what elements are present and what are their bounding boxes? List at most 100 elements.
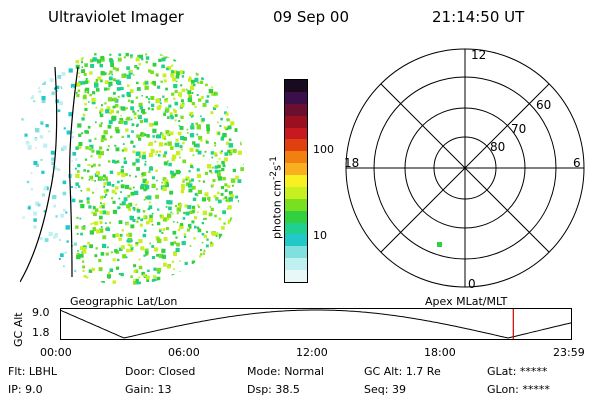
emission-pixel bbox=[155, 153, 157, 156]
emission-pixel bbox=[189, 180, 192, 183]
emission-pixel bbox=[127, 99, 131, 102]
emission-pixel bbox=[142, 151, 146, 155]
emission-pixel bbox=[248, 221, 251, 224]
emission-pixel bbox=[49, 57, 52, 60]
emission-pixel bbox=[215, 59, 217, 62]
emission-pixel bbox=[54, 273, 58, 277]
emission-pixel bbox=[88, 269, 93, 273]
emission-pixel bbox=[114, 127, 119, 131]
emission-pixel bbox=[175, 80, 178, 83]
emission-pixel bbox=[108, 76, 113, 81]
emission-pixel bbox=[133, 281, 138, 285]
status-ip: IP: 9.0 bbox=[8, 383, 43, 396]
emission-pixel bbox=[80, 246, 84, 250]
emission-pixel bbox=[231, 220, 236, 225]
emission-pixel bbox=[39, 135, 44, 139]
emission-pixel bbox=[103, 72, 107, 76]
emission-pixel bbox=[217, 284, 222, 285]
emission-pixel bbox=[215, 265, 220, 270]
emission-pixel bbox=[224, 286, 228, 290]
emission-pixel bbox=[235, 175, 239, 180]
emission-pixel bbox=[126, 91, 131, 96]
emission-pixel bbox=[112, 209, 117, 214]
emission-pixel bbox=[114, 79, 117, 82]
emission-pixel bbox=[149, 214, 153, 219]
emission-pixel bbox=[212, 93, 215, 96]
emission-pixel bbox=[57, 168, 61, 171]
emission-pixel bbox=[66, 240, 69, 243]
emission-pixel bbox=[200, 115, 202, 117]
emission-pixel bbox=[136, 281, 141, 285]
status-mode: Mode: Normal bbox=[247, 365, 324, 378]
emission-pixel bbox=[172, 230, 177, 235]
emission-pixel bbox=[218, 169, 221, 172]
emission-pixel bbox=[75, 182, 79, 186]
emission-pixel bbox=[202, 180, 205, 183]
emission-pixel bbox=[143, 216, 146, 219]
emission-pixel bbox=[218, 73, 221, 76]
emission-pixel bbox=[125, 256, 128, 259]
emission-pixel bbox=[154, 282, 158, 285]
emission-pixel bbox=[212, 63, 217, 67]
emission-pixel bbox=[129, 244, 133, 248]
emission-pixel bbox=[103, 195, 106, 198]
emission-pixel bbox=[121, 135, 124, 138]
emission-pixel bbox=[112, 289, 115, 292]
emission-pixel bbox=[229, 194, 234, 199]
emission-pixel bbox=[183, 233, 187, 236]
emission-pixel bbox=[185, 178, 188, 181]
emission-pixel bbox=[228, 226, 231, 229]
emission-pixel bbox=[143, 133, 147, 137]
emission-pixel bbox=[104, 102, 107, 105]
colorbar-segment bbox=[285, 246, 307, 259]
emission-pixel bbox=[143, 198, 146, 201]
emission-pixel bbox=[243, 288, 246, 291]
emission-pixel bbox=[112, 105, 115, 109]
emission-pixel bbox=[76, 82, 81, 87]
emission-pixel bbox=[228, 143, 234, 148]
emission-pixel bbox=[126, 233, 130, 237]
emission-pixel bbox=[208, 267, 211, 271]
emission-pixel bbox=[210, 172, 213, 174]
emission-pixel bbox=[236, 114, 241, 119]
emission-pixel bbox=[137, 207, 139, 210]
emission-pixel bbox=[225, 127, 228, 131]
emission-pixel bbox=[148, 100, 150, 103]
emission-pixel bbox=[212, 270, 214, 273]
emission-pixel bbox=[179, 271, 182, 274]
emission-pixel bbox=[239, 265, 244, 269]
emission-pixel bbox=[103, 174, 106, 178]
colorbar-segment bbox=[285, 91, 307, 104]
colorbar-segment bbox=[285, 234, 307, 247]
emission-pixel bbox=[92, 222, 95, 225]
emission-pixel bbox=[121, 203, 124, 206]
emission-pixel bbox=[225, 198, 230, 203]
emission-pixel bbox=[126, 74, 131, 79]
emission-pixel bbox=[226, 61, 230, 65]
emission-pixel bbox=[74, 186, 77, 189]
emission-pixel bbox=[121, 165, 124, 169]
emission-pixel bbox=[101, 71, 103, 74]
emission-pixel bbox=[80, 204, 85, 209]
emission-pixel bbox=[131, 123, 135, 127]
emission-pixel bbox=[249, 179, 251, 182]
emission-pixel bbox=[217, 164, 221, 169]
emission-pixel bbox=[144, 163, 147, 166]
emission-pixel bbox=[71, 196, 73, 199]
emission-pixel bbox=[216, 161, 219, 163]
emission-pixel bbox=[118, 273, 121, 275]
emission-pixel bbox=[86, 197, 90, 201]
altitude-strip-chart bbox=[60, 308, 572, 340]
emission-pixel bbox=[239, 267, 244, 272]
emission-pixel bbox=[63, 265, 65, 268]
emission-pixel bbox=[224, 234, 227, 237]
emission-pixel bbox=[218, 237, 223, 241]
emission-pixel bbox=[246, 152, 248, 154]
emission-pixel bbox=[100, 202, 102, 205]
emission-pixel bbox=[169, 112, 173, 115]
emission-pixel bbox=[75, 91, 78, 94]
emission-pixel bbox=[198, 290, 201, 292]
emission-pixel bbox=[179, 171, 182, 173]
emission-pixel bbox=[91, 97, 96, 102]
emission-pixel bbox=[60, 213, 65, 218]
